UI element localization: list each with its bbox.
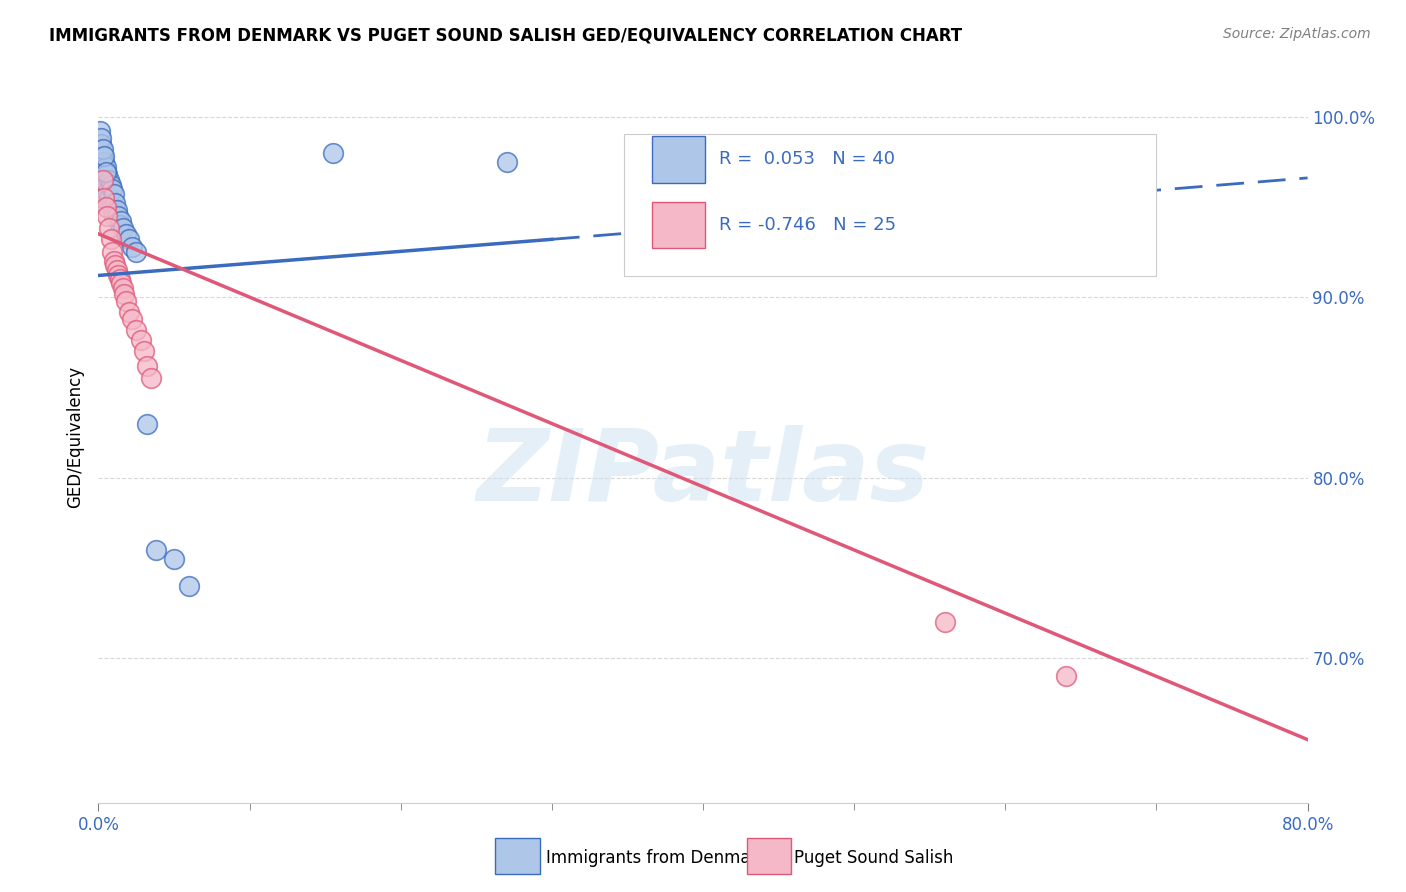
Point xyxy=(104,258,127,272)
Point xyxy=(111,221,134,235)
Point xyxy=(94,178,117,193)
Point xyxy=(98,172,121,186)
Point xyxy=(103,209,125,223)
Text: IMMIGRANTS FROM DENMARK VS PUGET SOUND SALISH GED/EQUIVALENCY CORRELATION CHART: IMMIGRANTS FROM DENMARK VS PUGET SOUND S… xyxy=(49,27,962,45)
Point xyxy=(94,200,117,214)
Point xyxy=(94,165,117,179)
FancyBboxPatch shape xyxy=(747,838,792,874)
Point xyxy=(100,196,122,211)
Point xyxy=(103,254,125,268)
Point xyxy=(108,218,131,232)
Point xyxy=(101,244,124,259)
Point xyxy=(93,172,115,186)
Point xyxy=(163,552,186,566)
Point xyxy=(103,187,125,202)
Point xyxy=(89,124,111,138)
Point xyxy=(93,154,115,169)
Point xyxy=(105,203,128,218)
Point xyxy=(91,163,114,178)
Point xyxy=(98,221,121,235)
Point xyxy=(135,359,157,373)
Point xyxy=(96,186,118,200)
Point xyxy=(101,182,124,196)
Point xyxy=(111,281,134,295)
Text: R = -0.746   N = 25: R = -0.746 N = 25 xyxy=(718,216,896,234)
Text: Source: ZipAtlas.com: Source: ZipAtlas.com xyxy=(1223,27,1371,41)
Point xyxy=(94,191,117,205)
Point xyxy=(108,272,131,286)
Text: ZIPatlas: ZIPatlas xyxy=(477,425,929,522)
Point xyxy=(96,209,118,223)
Point xyxy=(118,232,141,246)
Point xyxy=(110,214,132,228)
Point xyxy=(104,196,127,211)
Point xyxy=(125,244,148,259)
Point xyxy=(91,172,114,186)
Point xyxy=(118,304,141,318)
Point xyxy=(112,286,135,301)
Point xyxy=(179,579,201,593)
Point xyxy=(96,200,118,214)
Point xyxy=(101,200,124,214)
Point xyxy=(105,263,128,277)
Point xyxy=(114,227,136,241)
Point xyxy=(94,160,117,174)
FancyBboxPatch shape xyxy=(624,134,1157,277)
Point xyxy=(114,293,136,308)
Y-axis label: GED/Equivalency: GED/Equivalency xyxy=(66,366,84,508)
FancyBboxPatch shape xyxy=(652,202,706,248)
Point xyxy=(110,276,132,290)
Point xyxy=(121,311,143,326)
Point xyxy=(145,543,167,558)
Point xyxy=(91,142,114,156)
Point xyxy=(322,145,344,160)
Point xyxy=(107,209,129,223)
Point xyxy=(129,334,152,348)
Point xyxy=(96,167,118,181)
Point xyxy=(135,417,157,431)
Point xyxy=(934,615,956,630)
Point xyxy=(125,323,148,337)
Text: Immigrants from Denmark: Immigrants from Denmark xyxy=(546,848,766,867)
Point xyxy=(90,131,112,145)
Point xyxy=(100,178,122,193)
Text: R =  0.053   N = 40: R = 0.053 N = 40 xyxy=(718,150,894,168)
Point xyxy=(93,149,115,163)
Point xyxy=(91,149,114,163)
Point xyxy=(132,344,155,359)
Point xyxy=(1054,669,1077,683)
Point xyxy=(100,232,122,246)
FancyBboxPatch shape xyxy=(652,136,706,183)
Point xyxy=(141,371,163,385)
Point xyxy=(98,191,121,205)
Point xyxy=(93,191,115,205)
Text: Puget Sound Salish: Puget Sound Salish xyxy=(793,848,953,867)
Point xyxy=(495,154,517,169)
FancyBboxPatch shape xyxy=(495,838,540,874)
Point xyxy=(121,239,143,253)
Point xyxy=(107,268,129,283)
Point xyxy=(90,136,112,151)
